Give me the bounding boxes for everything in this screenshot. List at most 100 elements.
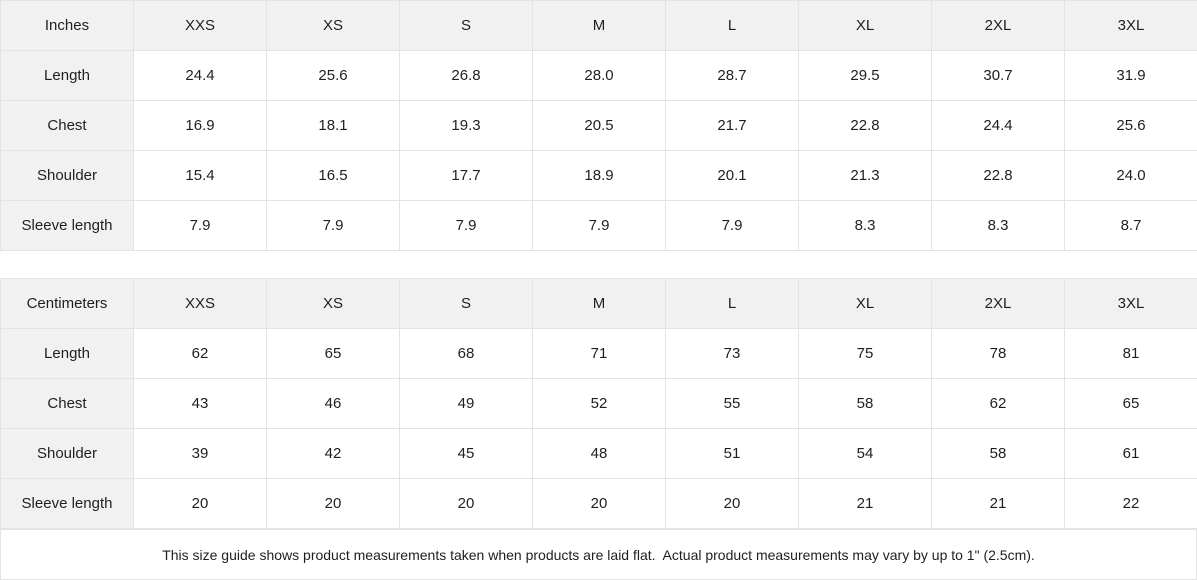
cell-inches-sleeve-s: 7.9: [399, 200, 533, 251]
cell-cm-sleeve-xs: 20: [266, 478, 400, 529]
cell-inches-chest-xxs: 16.9: [133, 100, 267, 151]
cell-inches-shoulder-xl: 21.3: [798, 150, 932, 201]
cell-cm-shoulder-xs: 42: [266, 428, 400, 479]
cell-inches-length-l: 28.7: [665, 50, 799, 101]
cell-cm-shoulder-2xl: 58: [931, 428, 1065, 479]
cell-inches-sleeve-xxs: 7.9: [133, 200, 267, 251]
cell-cm-chest-s: 49: [399, 378, 533, 429]
cell-inches-chest-s: 19.3: [399, 100, 533, 151]
cell-inches-sleeve-2xl: 8.3: [931, 200, 1065, 251]
size-header-xs: XS: [266, 0, 400, 51]
cell-cm-length-l: 73: [665, 328, 799, 379]
cell-cm-chest-m: 52: [532, 378, 666, 429]
table-row: Shoulder 15.4 16.5 17.7 18.9 20.1 21.3 2…: [0, 150, 1197, 201]
cell-cm-shoulder-xxs: 39: [133, 428, 267, 479]
cell-inches-sleeve-xl: 8.3: [798, 200, 932, 251]
size-table-centimeters: Centimeters XXS XS S M L XL 2XL 3XL Leng…: [0, 278, 1197, 529]
cell-cm-length-2xl: 78: [931, 328, 1065, 379]
table-row: Length 62 65 68 71 73 75 78 81: [0, 328, 1197, 379]
cell-inches-shoulder-s: 17.7: [399, 150, 533, 201]
size-guide-footnote: This size guide shows product measuremen…: [0, 529, 1197, 580]
cell-inches-chest-3xl: 25.6: [1064, 100, 1197, 151]
cell-inches-length-2xl: 30.7: [931, 50, 1065, 101]
table-row: Shoulder 39 42 45 48 51 54 58 61: [0, 428, 1197, 479]
cell-inches-chest-l: 21.7: [665, 100, 799, 151]
size-header-m: M: [532, 278, 666, 329]
cell-inches-length-xxs: 24.4: [133, 50, 267, 101]
footnote-row: This size guide shows product measuremen…: [0, 529, 1197, 580]
cell-inches-shoulder-xs: 16.5: [266, 150, 400, 201]
cell-inches-length-3xl: 31.9: [1064, 50, 1197, 101]
cell-cm-chest-xl: 58: [798, 378, 932, 429]
cell-cm-sleeve-3xl: 22: [1064, 478, 1197, 529]
size-header-xs: XS: [266, 278, 400, 329]
cell-inches-length-s: 26.8: [399, 50, 533, 101]
size-header-l: L: [665, 278, 799, 329]
table-separator-gap: [0, 251, 1197, 278]
cell-inches-length-m: 28.0: [532, 50, 666, 101]
cell-inches-sleeve-m: 7.9: [532, 200, 666, 251]
size-header-3xl: 3XL: [1064, 0, 1197, 51]
table-row: Chest 43 46 49 52 55 58 62 65: [0, 378, 1197, 429]
table-body-centimeters: Length 62 65 68 71 73 75 78 81 Chest 43 …: [0, 328, 1197, 529]
cell-inches-shoulder-m: 18.9: [532, 150, 666, 201]
size-header-s: S: [399, 0, 533, 51]
table-header-row: Inches XXS XS S M L XL 2XL 3XL: [0, 0, 1197, 51]
cell-cm-length-m: 71: [532, 328, 666, 379]
cell-cm-sleeve-s: 20: [399, 478, 533, 529]
cell-cm-sleeve-m: 20: [532, 478, 666, 529]
cell-cm-chest-2xl: 62: [931, 378, 1065, 429]
cell-inches-shoulder-xxs: 15.4: [133, 150, 267, 201]
size-header-3xl: 3XL: [1064, 278, 1197, 329]
row-label-sleeve-length: Sleeve length: [0, 200, 134, 251]
cell-cm-length-xl: 75: [798, 328, 932, 379]
unit-header-centimeters: Centimeters: [0, 278, 134, 329]
size-header-2xl: 2XL: [931, 278, 1065, 329]
size-header-xxs: XXS: [133, 278, 267, 329]
cell-cm-shoulder-l: 51: [665, 428, 799, 479]
cell-inches-chest-m: 20.5: [532, 100, 666, 151]
cell-inches-length-xl: 29.5: [798, 50, 932, 101]
table-header-inches: Inches XXS XS S M L XL 2XL 3XL: [0, 0, 1197, 51]
cell-inches-sleeve-l: 7.9: [665, 200, 799, 251]
row-label-sleeve-length: Sleeve length: [0, 478, 134, 529]
cell-cm-length-xs: 65: [266, 328, 400, 379]
size-header-l: L: [665, 0, 799, 51]
row-label-shoulder: Shoulder: [0, 428, 134, 479]
cell-inches-sleeve-3xl: 8.7: [1064, 200, 1197, 251]
size-header-m: M: [532, 0, 666, 51]
cell-cm-sleeve-2xl: 21: [931, 478, 1065, 529]
cell-cm-chest-3xl: 65: [1064, 378, 1197, 429]
cell-cm-shoulder-m: 48: [532, 428, 666, 479]
cell-inches-shoulder-2xl: 22.8: [931, 150, 1065, 201]
table-body-inches: Length 24.4 25.6 26.8 28.0 28.7 29.5 30.…: [0, 50, 1197, 251]
size-guide-footnote-table: This size guide shows product measuremen…: [0, 529, 1197, 580]
cell-cm-chest-xs: 46: [266, 378, 400, 429]
table-row: Sleeve length 7.9 7.9 7.9 7.9 7.9 8.3 8.…: [0, 200, 1197, 251]
cell-cm-shoulder-3xl: 61: [1064, 428, 1197, 479]
row-label-length: Length: [0, 50, 134, 101]
cell-cm-chest-xxs: 43: [133, 378, 267, 429]
cell-inches-sleeve-xs: 7.9: [266, 200, 400, 251]
cell-cm-length-s: 68: [399, 328, 533, 379]
row-label-shoulder: Shoulder: [0, 150, 134, 201]
cell-inches-chest-xs: 18.1: [266, 100, 400, 151]
table-row: Chest 16.9 18.1 19.3 20.5 21.7 22.8 24.4…: [0, 100, 1197, 151]
cell-inches-shoulder-3xl: 24.0: [1064, 150, 1197, 201]
row-label-length: Length: [0, 328, 134, 379]
unit-header-inches: Inches: [0, 0, 134, 51]
cell-cm-chest-l: 55: [665, 378, 799, 429]
size-header-s: S: [399, 278, 533, 329]
size-header-xl: XL: [798, 0, 932, 51]
table-header-row: Centimeters XXS XS S M L XL 2XL 3XL: [0, 278, 1197, 329]
row-label-chest: Chest: [0, 378, 134, 429]
cell-inches-chest-xl: 22.8: [798, 100, 932, 151]
cell-inches-length-xs: 25.6: [266, 50, 400, 101]
row-label-chest: Chest: [0, 100, 134, 151]
cell-cm-sleeve-xl: 21: [798, 478, 932, 529]
cell-cm-shoulder-s: 45: [399, 428, 533, 479]
cell-cm-sleeve-xxs: 20: [133, 478, 267, 529]
cell-cm-length-xxs: 62: [133, 328, 267, 379]
size-header-xxs: XXS: [133, 0, 267, 51]
